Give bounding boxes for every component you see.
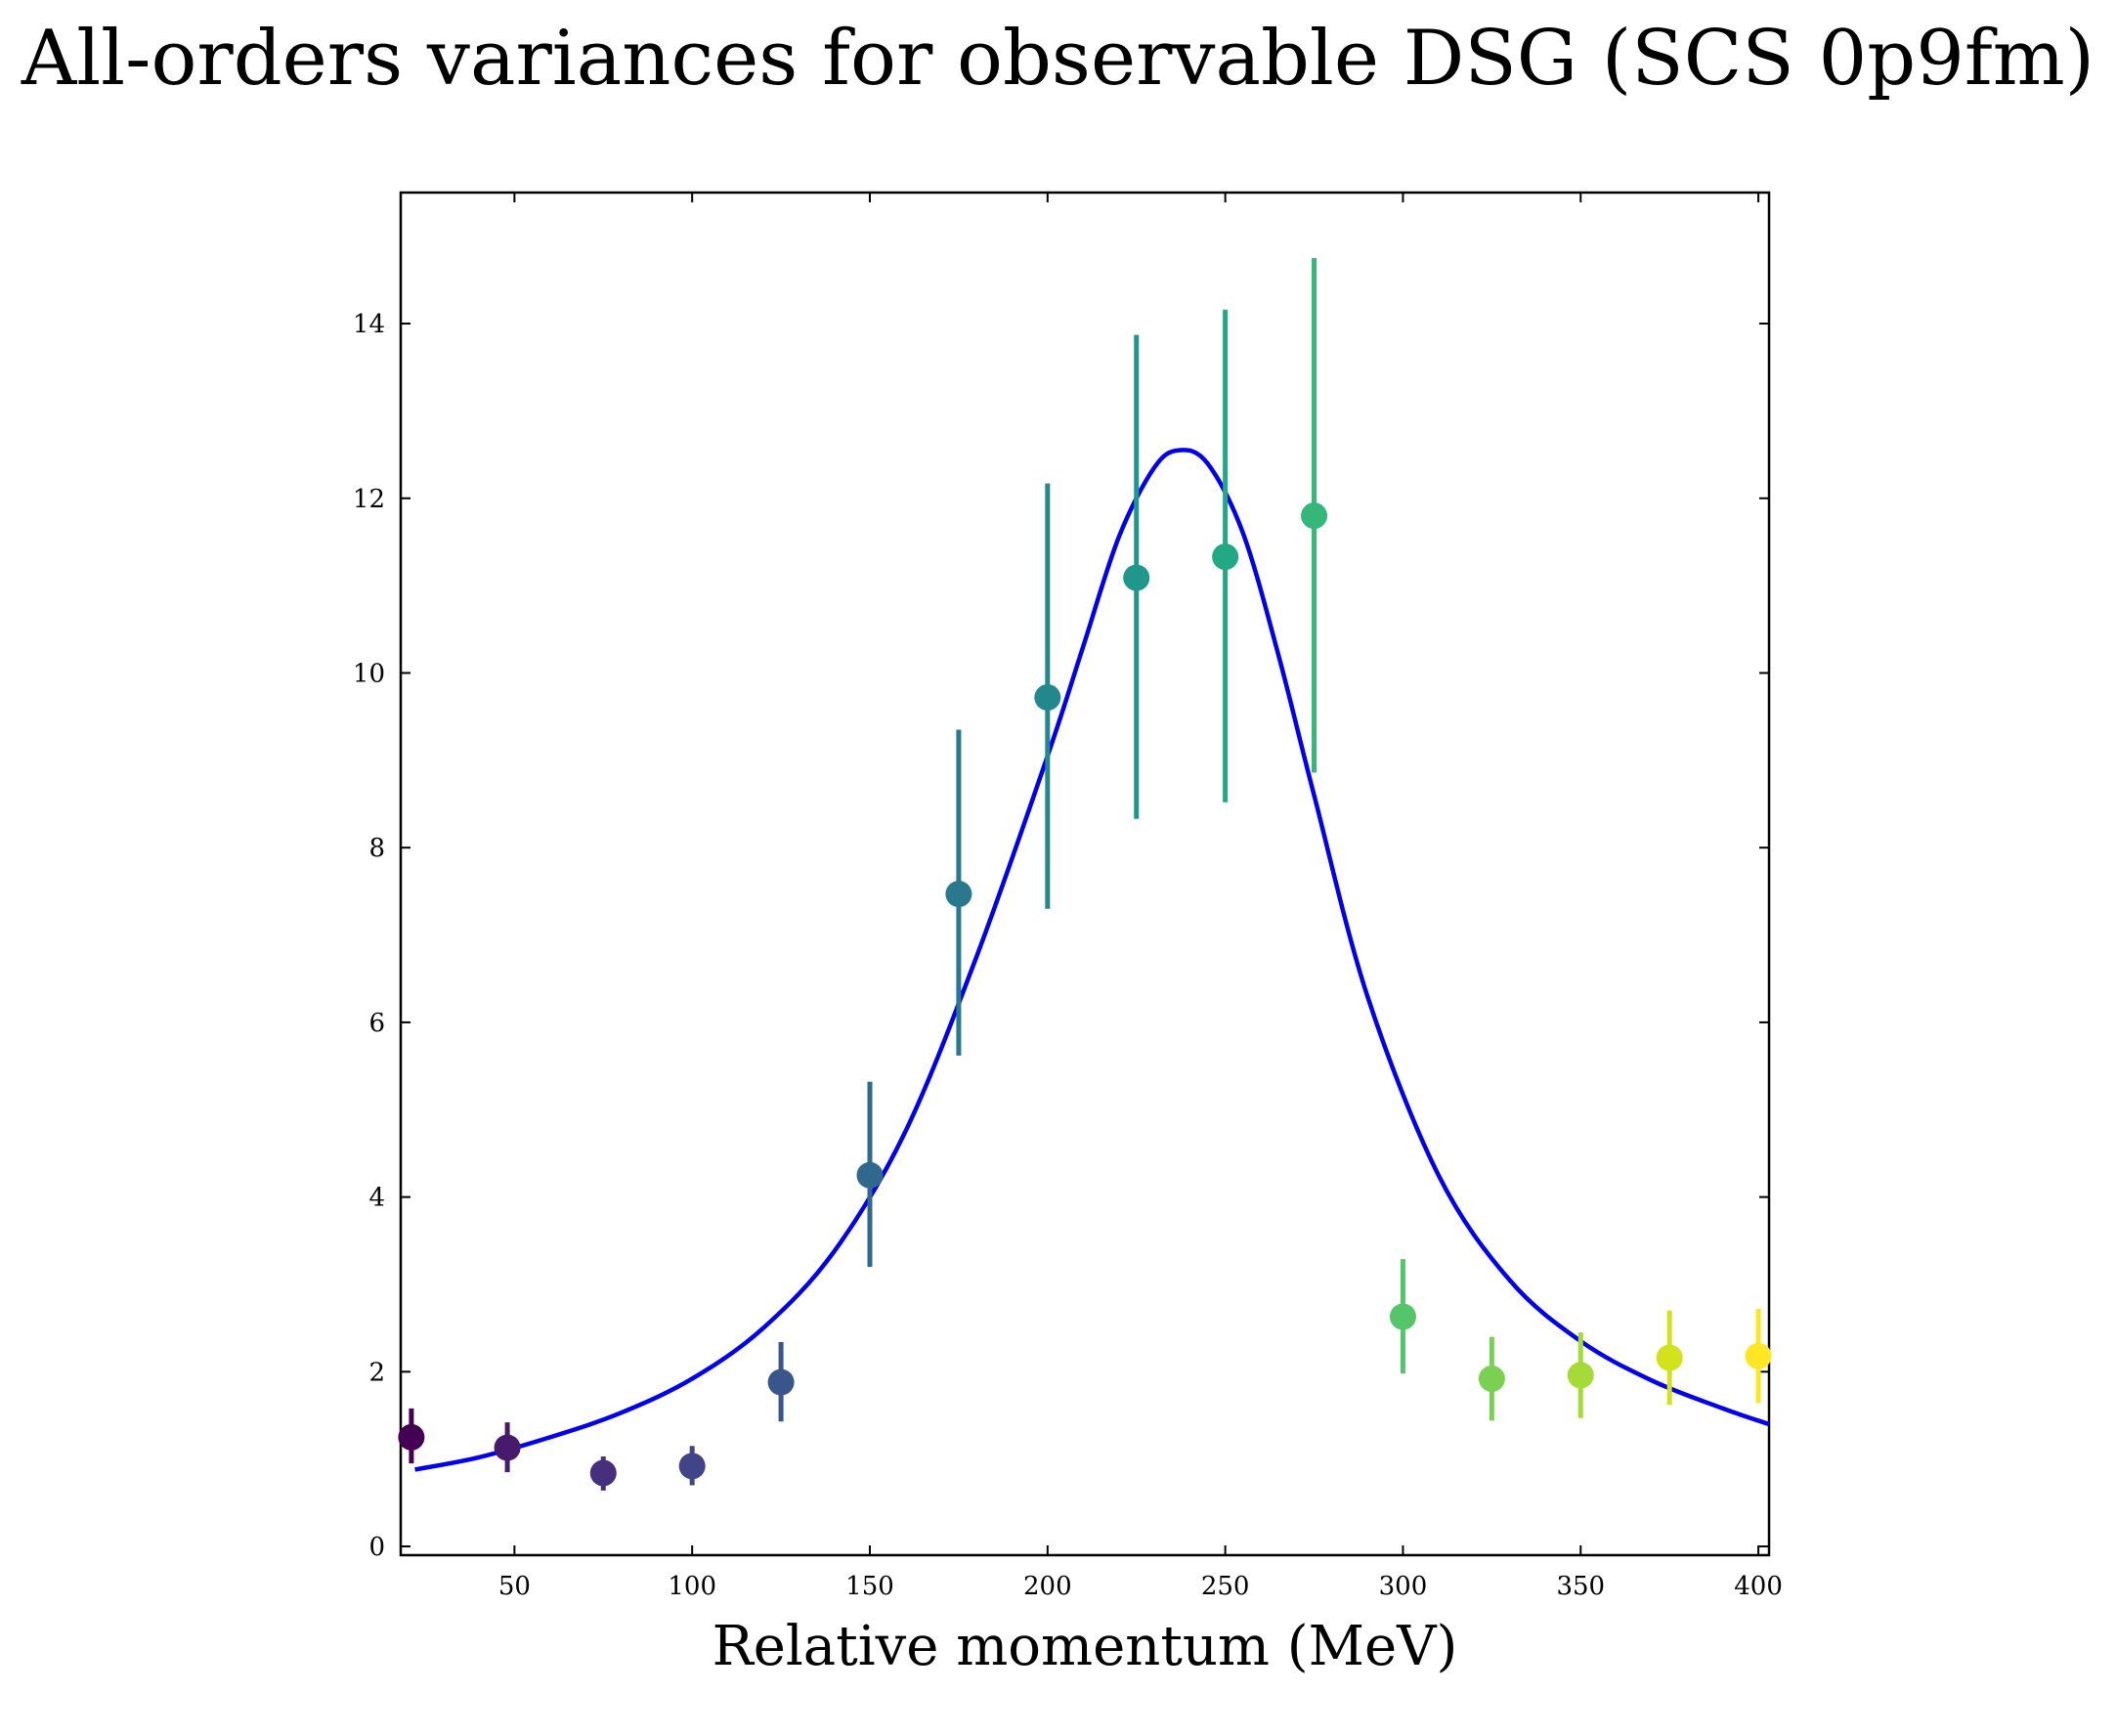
data-point (398, 1423, 425, 1451)
data-point (494, 1434, 521, 1461)
data-point (1389, 1303, 1416, 1330)
y-tick-label: 12 (353, 485, 385, 514)
x-axis-label: Relative momentum (MeV) (712, 1615, 1458, 1678)
data-point (589, 1459, 617, 1487)
data-points-layer (398, 258, 1772, 1491)
x-tick-label: 200 (1023, 1572, 1072, 1601)
data-point (1656, 1344, 1683, 1371)
data-point (1301, 502, 1328, 530)
y-tick-label: 2 (368, 1358, 385, 1387)
x-tick-label: 50 (498, 1572, 531, 1601)
y-tick-label: 6 (368, 1009, 385, 1038)
y-tick-label: 8 (368, 834, 385, 863)
x-tick-label: 250 (1201, 1572, 1250, 1601)
x-tick-label: 150 (845, 1572, 894, 1601)
data-point (1123, 564, 1150, 591)
y-tick-label: 0 (368, 1533, 385, 1562)
data-point (1212, 543, 1239, 571)
data-point (1745, 1342, 1772, 1369)
axes-frame (399, 191, 1771, 1557)
data-point (1567, 1362, 1594, 1389)
fit-curve-layer (414, 448, 1770, 1472)
data-point (856, 1161, 884, 1189)
fit-curve (414, 448, 1770, 1472)
y-tick-label: 4 (368, 1184, 385, 1213)
axis-ticks: 50 100 150 200 250 300 350 400 0 2 4 6 8 10 12 14 (353, 193, 1783, 1601)
x-tick-label: 300 (1379, 1572, 1428, 1601)
data-point (767, 1368, 795, 1396)
data-point (678, 1453, 706, 1480)
y-tick-label: 14 (353, 310, 385, 339)
data-point (945, 881, 972, 908)
y-tick-label: 10 (353, 659, 385, 688)
chart-title: All-orders variances for observable DSG … (21, 15, 2095, 103)
data-point (1034, 683, 1061, 711)
x-tick-label: 100 (668, 1572, 716, 1601)
x-tick-label: 400 (1734, 1572, 1783, 1601)
x-tick-label: 350 (1556, 1572, 1605, 1601)
data-point (1478, 1365, 1505, 1392)
